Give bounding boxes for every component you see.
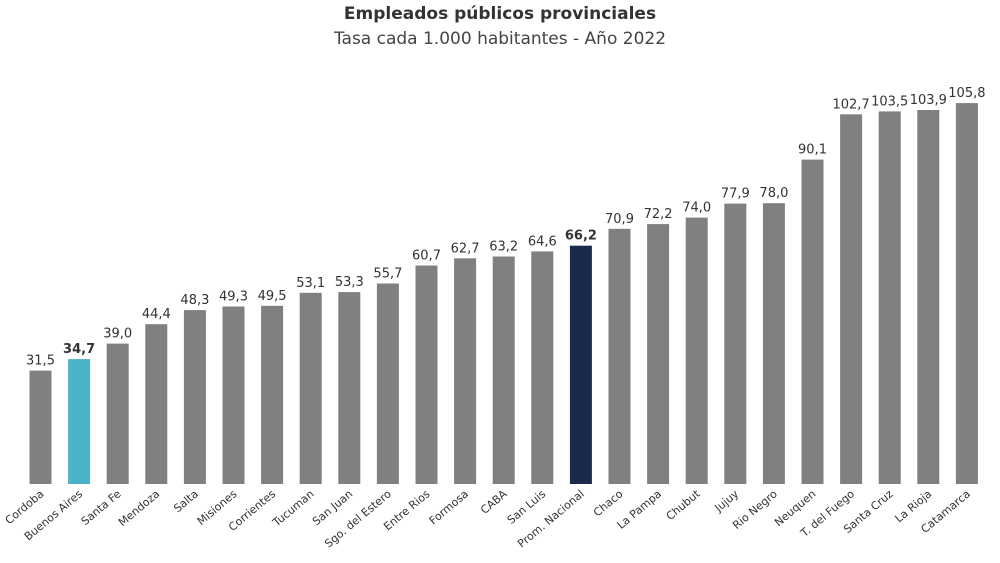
x-tick-label: Mendoza <box>116 487 162 529</box>
x-tick-label: Salta <box>171 487 201 515</box>
data-label: 78,0 <box>759 186 788 201</box>
x-tick-label: CABA <box>478 487 510 517</box>
chart-title: Empleados públicos provinciales <box>343 4 657 24</box>
data-label: 53,3 <box>335 275 364 290</box>
bar <box>685 217 708 484</box>
data-label: 39,0 <box>103 327 132 342</box>
data-label: 55,7 <box>373 267 402 282</box>
data-label: 44,4 <box>142 307 171 322</box>
bar <box>145 324 168 484</box>
data-label: 103,5 <box>871 94 908 109</box>
bar <box>569 245 592 484</box>
data-label: 90,1 <box>798 143 827 158</box>
bar <box>454 258 477 484</box>
x-tick-label: Formosa <box>427 487 471 527</box>
bar <box>68 359 91 484</box>
bar <box>261 305 284 484</box>
bar <box>724 203 747 484</box>
bar <box>955 103 978 484</box>
data-label: 62,7 <box>451 241 480 256</box>
x-tick-label: Jujuy <box>712 487 742 515</box>
chart-subtitle: Tasa cada 1.000 habitantes - Año 2022 <box>333 29 667 49</box>
bar <box>878 111 901 485</box>
data-label: 64,6 <box>528 234 557 249</box>
bar <box>917 110 940 484</box>
bar <box>608 228 631 484</box>
data-label: 74,0 <box>682 201 711 216</box>
data-label: 34,7 <box>63 342 95 357</box>
data-label: 70,9 <box>605 212 634 227</box>
bar <box>183 310 206 484</box>
x-tick-label: Prom. Nacional <box>515 487 587 550</box>
data-label: 49,5 <box>258 289 287 304</box>
bar <box>376 283 399 484</box>
data-label: 72,2 <box>644 207 673 222</box>
data-label: 48,3 <box>180 293 209 308</box>
data-label: 77,9 <box>721 187 750 202</box>
bar <box>415 265 438 484</box>
data-label: 49,3 <box>219 290 248 305</box>
data-label: 31,5 <box>26 354 55 369</box>
bar <box>222 306 245 484</box>
data-label: 63,2 <box>489 240 518 255</box>
x-tick-label: Sgo. del Estero <box>322 487 394 550</box>
bar <box>299 292 322 484</box>
bar <box>492 256 515 484</box>
data-label: 66,2 <box>565 229 597 244</box>
bar <box>801 159 824 484</box>
data-label: 102,7 <box>832 97 869 112</box>
bar <box>762 203 785 484</box>
data-label: 53,1 <box>296 276 325 291</box>
x-tick-label: Tucuman <box>270 487 317 529</box>
data-label: 105,8 <box>948 86 985 101</box>
x-tick-label: Chaco <box>591 487 626 519</box>
bar <box>338 292 361 484</box>
bar <box>531 251 554 484</box>
bar <box>840 114 863 485</box>
data-label: 60,7 <box>412 249 441 264</box>
x-tick-label: Chubut <box>664 487 703 523</box>
bar <box>647 224 670 484</box>
data-label: 103,9 <box>910 93 947 108</box>
bar <box>29 370 52 484</box>
bar <box>106 343 129 484</box>
